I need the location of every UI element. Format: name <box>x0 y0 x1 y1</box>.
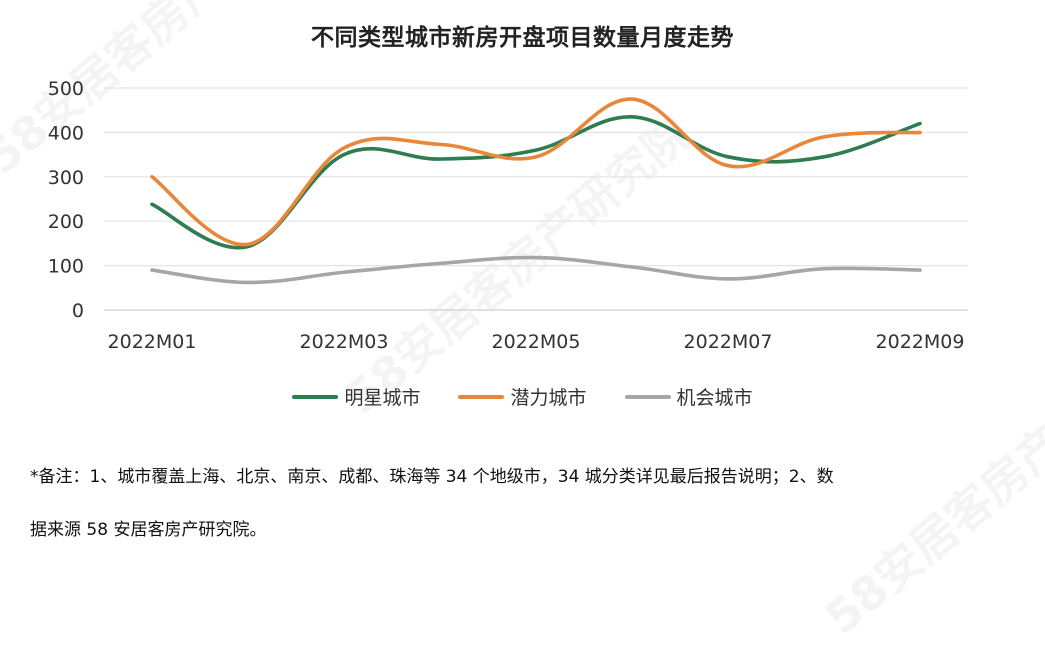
series-line-0 <box>150 115 922 250</box>
legend-label: 机会城市 <box>676 387 753 409</box>
footnote-line-2: 据来源 58 安居客房产研究院。 <box>30 520 267 540</box>
legend-item-star-city: 明星城市 <box>292 383 420 410</box>
legend-label: 明星城市 <box>344 387 421 409</box>
legend-item-potential-city: 潜力城市 <box>458 383 587 410</box>
x-tick-label: 2022M05 <box>492 331 581 353</box>
legend-swatch <box>458 394 505 399</box>
y-tick-label: 0 <box>72 300 84 322</box>
legend-item-opportunity-city: 机会城市 <box>624 383 753 410</box>
series-line-2 <box>150 255 922 285</box>
legend-label: 潜力城市 <box>510 387 587 409</box>
x-tick-label: 2022M09 <box>876 331 965 353</box>
x-tick-label: 2022M07 <box>684 331 773 353</box>
series-line-1 <box>150 97 922 247</box>
legend-swatch <box>292 394 339 399</box>
grid-lines <box>104 87 968 311</box>
x-axis-ticks: 2022M01 2022M03 2022M05 2022M07 2022M09 <box>108 331 965 353</box>
x-tick-label: 2022M03 <box>300 331 389 353</box>
y-tick-label: 300 <box>48 167 84 189</box>
chart-title: 不同类型城市新房开盘项目数量月度走势 <box>311 25 734 51</box>
legend: 明星城市 潜力城市 机会城市 <box>0 383 1045 410</box>
x-tick-label: 2022M01 <box>108 331 197 353</box>
y-tick-label: 400 <box>48 122 84 144</box>
y-tick-label: 200 <box>48 211 84 233</box>
y-tick-label: 500 <box>48 78 84 100</box>
legend-swatch <box>624 394 671 399</box>
y-axis-ticks: 0 100 200 300 400 500 <box>48 78 84 322</box>
footnote-line-1: *备注：1、城市覆盖上海、北京、南京、成都、珠海等 34 个地级市，34 城分类… <box>30 467 834 487</box>
series-lines <box>150 97 922 285</box>
y-tick-label: 100 <box>48 256 84 278</box>
